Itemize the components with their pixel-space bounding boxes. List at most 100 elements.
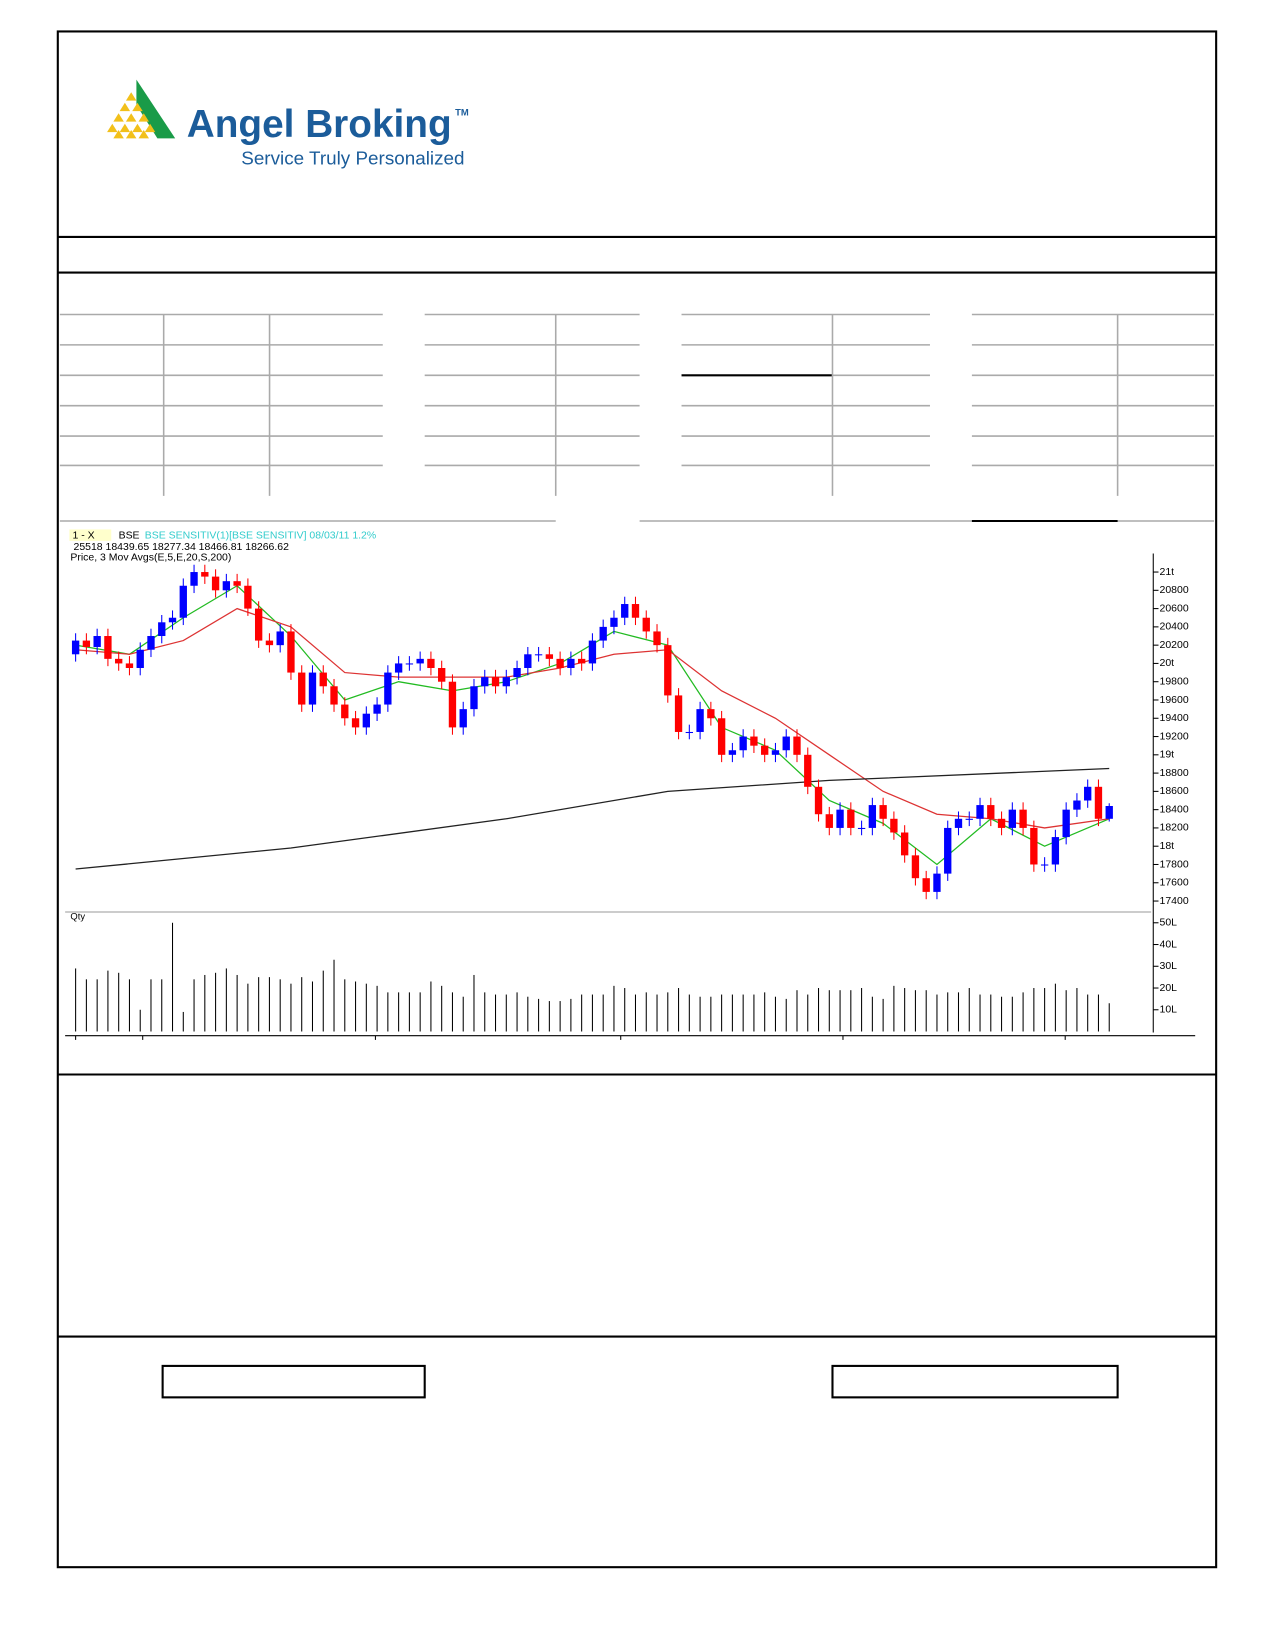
brand: Angel Broking [187,103,452,146]
y-tick-label: 20800 [1160,585,1189,596]
candle-body [556,658,564,668]
y-tick-label: 20t [1160,658,1175,669]
candle-body [933,873,941,892]
candle-body [233,581,241,586]
volume-tick-label: 20L [1160,983,1178,994]
y-tick-label: 17400 [1160,896,1189,907]
candle-body [761,745,769,755]
indicator: Price, 3 Mov Avgs(E,5,E,20,S,200) [70,552,231,563]
candle-body [900,832,909,856]
y-tick-label: 18400 [1160,804,1189,815]
candle-body [459,709,467,728]
volume-tick-label: 40L [1160,939,1178,950]
y-tick-label: 19800 [1160,676,1189,687]
y-tick-label: 20600 [1160,603,1189,614]
quote: 25518 18439.65 18277.34 18466.81 18266.6… [74,542,290,553]
candle-body [664,645,672,696]
candle-body [1040,864,1049,866]
chart: 1 - X BSE BSE SENSITIV(1)[BSE SENSITIV] … [65,529,1196,1040]
candle-body [502,677,510,687]
candle-body [125,663,134,668]
candle-body [513,667,521,678]
candle-body [674,695,683,732]
candle-body [696,709,704,732]
candle-body [868,805,877,828]
candle-body [534,654,543,656]
candle-body [147,636,155,650]
candle-body [244,585,252,609]
candle-body [254,608,263,641]
candle-body [351,718,360,728]
candle-body [1084,786,1092,801]
candle-body [491,677,500,687]
candle-body [750,736,758,746]
y-tick-label: 18800 [1160,768,1189,779]
candle-body [222,581,231,591]
candle-body [621,604,629,618]
y-tick-label: 20400 [1160,622,1189,633]
candle-body [857,827,866,829]
candle-body [1030,827,1038,865]
candle-body [308,672,317,705]
candle-body [847,809,855,828]
volume-tick-label: 50L [1160,918,1178,929]
candle-body [631,604,640,618]
volume-label: Qty [70,911,85,922]
candle-body [298,672,306,705]
candle-body [470,686,478,710]
candle-body [394,663,403,673]
candle-body [1008,809,1016,828]
candle-body [739,736,747,751]
logo: Angel Broking TM Service Truly Personali… [107,79,469,168]
candle-body [1105,805,1113,819]
candle-body [93,636,101,647]
exchange: BSE [119,530,140,541]
candle-body [610,617,618,627]
y-tick-label: 18200 [1160,823,1189,834]
candle-body [976,805,984,819]
candle-body [362,713,370,728]
candle-body [115,658,123,664]
candle-body [890,818,898,833]
candle-body [814,786,823,815]
legend-highlight [69,529,112,541]
tagline: Service Truly Personalized [241,147,464,168]
volume-tick-label: 30L [1160,961,1178,972]
y-tick-label: 17800 [1160,859,1189,870]
candle-body [190,572,198,586]
candle-body [825,814,833,828]
y-tick-label: 19t [1160,750,1175,761]
candle-body [728,750,737,755]
empty-box [161,1364,426,1399]
y-tick-label: 18600 [1160,786,1189,797]
candle-body [330,686,338,705]
candle-body [804,754,812,787]
candle-body [599,626,607,641]
candle-body [82,640,91,647]
candle-body [707,709,715,719]
x-ticks [75,1035,1066,1040]
y-tick-label: 17600 [1160,878,1189,889]
candle-body [405,663,414,665]
candle-body [965,818,973,820]
logo-dots [107,92,156,139]
candle-body [179,585,187,618]
candle-body [211,576,220,591]
candle-body [1051,837,1060,865]
candle-body [911,855,920,879]
candle-body [653,631,661,646]
candle-body [427,658,435,668]
trademark: TM [455,107,469,118]
y-tick-label: 19600 [1160,695,1189,706]
candle-body [717,718,726,755]
candle-body [287,631,295,673]
candle-body [384,672,392,705]
candle-body [276,631,284,646]
logo-mark [136,79,176,139]
moving-average [75,767,1110,870]
candle-body [104,636,112,659]
candle-body [879,805,887,819]
candle-body [319,672,327,687]
